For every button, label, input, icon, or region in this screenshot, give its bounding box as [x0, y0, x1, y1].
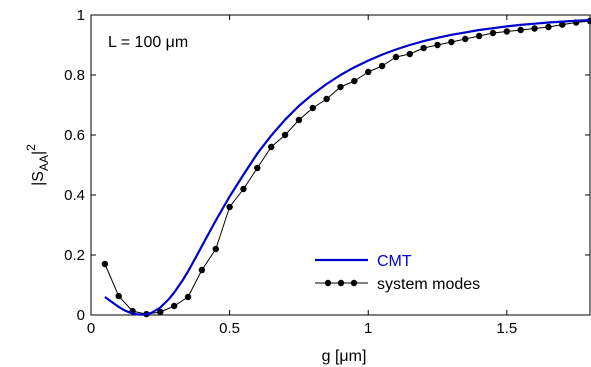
data-point-system-modes — [420, 44, 427, 52]
data-point-system-modes — [309, 104, 316, 112]
data-point-system-modes — [517, 26, 524, 34]
plot-area — [90, 14, 591, 316]
data-point-system-modes — [184, 293, 192, 301]
data-point-system-modes — [448, 38, 455, 46]
y-axis-label-post: | — [30, 151, 47, 155]
y-tick-label: 0.2 — [64, 247, 85, 264]
x-tick-label: 1.5 — [496, 320, 517, 337]
x-axis: 0 0.5 1 1.5 — [87, 15, 517, 337]
series-line-cmt — [104, 19, 591, 316]
data-point-system-modes — [351, 77, 358, 85]
data-point-system-modes — [406, 50, 414, 58]
data-point-system-modes — [503, 28, 511, 35]
legend: CMT system modes — [315, 253, 480, 293]
data-point-system-modes — [323, 95, 330, 103]
y-tick-label: 0.8 — [64, 67, 85, 84]
plot-frame — [90, 14, 591, 316]
y-tick-label: 1 — [77, 7, 85, 24]
y-axis: 0 0.2 0.4 0.6 0.8 1 — [64, 7, 590, 324]
data-point-system-modes — [115, 292, 122, 300]
data-point-system-modes — [531, 25, 538, 32]
legend-label-system-modes: system modes — [377, 276, 480, 293]
y-axis-label-sup: 2 — [24, 144, 38, 151]
data-point-system-modes — [545, 23, 552, 31]
data-point-system-modes — [462, 35, 469, 43]
x-axis-label: g [μm] — [322, 348, 367, 365]
legend-marker-2 — [337, 279, 345, 287]
x-tick-label: 1 — [364, 320, 372, 337]
y-axis-label-sub: AA — [37, 155, 51, 171]
series-line-system-modes — [104, 20, 591, 315]
data-point-system-modes — [489, 29, 497, 37]
data-point-system-modes — [559, 21, 566, 28]
data-point-system-modes — [475, 32, 483, 40]
legend-marker-1 — [324, 279, 332, 287]
y-axis-label: |SAA|2 — [24, 144, 51, 186]
data-point-system-modes — [365, 68, 372, 76]
data-point-system-modes — [295, 116, 303, 124]
data-point-system-modes — [157, 308, 164, 316]
data-point-system-modes — [434, 41, 441, 49]
y-tick-label: 0.6 — [64, 127, 85, 144]
data-point-system-modes — [101, 260, 109, 268]
data-point-system-modes — [240, 185, 247, 193]
legend-label-cmt: CMT — [377, 253, 412, 270]
data-point-system-modes — [212, 245, 219, 253]
legend-marker-3 — [350, 279, 358, 287]
data-point-system-modes — [281, 131, 289, 139]
series-layer — [101, 17, 591, 318]
data-point-system-modes — [226, 203, 233, 211]
length-annotation: L = 100 μm — [108, 34, 188, 51]
data-point-system-modes — [337, 83, 344, 91]
data-point-system-modes — [267, 143, 275, 151]
data-point-system-modes — [198, 266, 206, 274]
y-tick-label: 0 — [77, 307, 85, 324]
x-tick-label: 0.5 — [219, 320, 240, 337]
y-tick-label: 0.4 — [64, 187, 85, 204]
x-tick-label: 0 — [87, 320, 95, 337]
y-axis-label-base: |S — [30, 171, 47, 186]
data-point-system-modes — [378, 62, 386, 70]
data-point-system-modes — [392, 53, 400, 61]
data-point-system-modes — [254, 164, 261, 172]
data-point-system-modes — [170, 302, 178, 310]
